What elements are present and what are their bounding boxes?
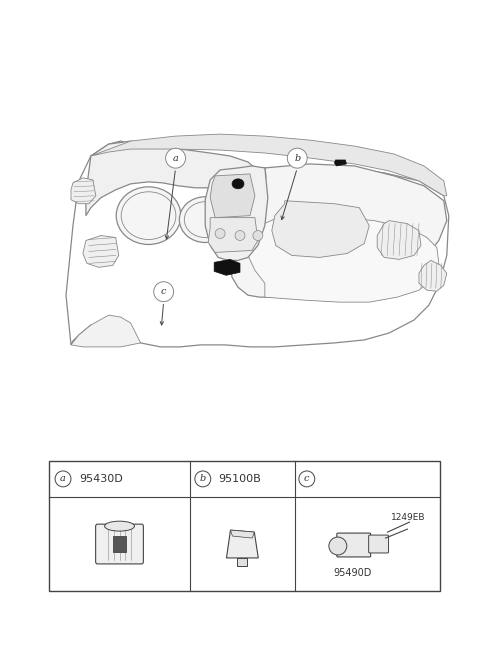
Polygon shape [91, 134, 447, 196]
Polygon shape [377, 221, 421, 259]
Circle shape [329, 537, 347, 555]
Ellipse shape [232, 179, 244, 189]
Polygon shape [86, 141, 255, 215]
Ellipse shape [116, 187, 181, 244]
Text: 1249EB: 1249EB [391, 513, 425, 522]
Polygon shape [208, 217, 258, 252]
Bar [49, 461, 441, 591]
Polygon shape [71, 178, 96, 204]
Circle shape [215, 229, 225, 238]
Circle shape [195, 471, 211, 487]
Text: 95430D: 95430D [79, 474, 123, 484]
Circle shape [55, 471, 71, 487]
Polygon shape [248, 215, 439, 302]
Polygon shape [227, 530, 258, 558]
Text: 95100B: 95100B [219, 474, 262, 484]
Text: c: c [161, 287, 167, 296]
FancyBboxPatch shape [96, 524, 144, 564]
Polygon shape [210, 174, 255, 217]
Text: a: a [173, 154, 179, 162]
Polygon shape [419, 261, 447, 291]
Polygon shape [71, 315, 141, 347]
Circle shape [235, 231, 245, 240]
Polygon shape [238, 558, 247, 566]
Polygon shape [205, 166, 268, 261]
Text: b: b [294, 154, 300, 162]
Ellipse shape [180, 196, 231, 242]
Polygon shape [230, 530, 254, 538]
FancyBboxPatch shape [369, 535, 388, 553]
Circle shape [154, 282, 174, 301]
Polygon shape [112, 536, 126, 552]
Ellipse shape [105, 521, 134, 531]
Circle shape [299, 471, 315, 487]
Circle shape [253, 231, 263, 240]
Text: c: c [304, 474, 310, 483]
Text: b: b [200, 474, 206, 483]
Text: 95490D: 95490D [334, 568, 372, 578]
Circle shape [166, 148, 185, 168]
Polygon shape [230, 164, 447, 297]
Polygon shape [335, 160, 347, 166]
Polygon shape [214, 259, 240, 275]
FancyBboxPatch shape [337, 533, 371, 557]
Circle shape [288, 148, 307, 168]
Text: a: a [60, 474, 66, 483]
Polygon shape [272, 200, 369, 257]
Polygon shape [66, 141, 449, 347]
Polygon shape [83, 236, 119, 267]
